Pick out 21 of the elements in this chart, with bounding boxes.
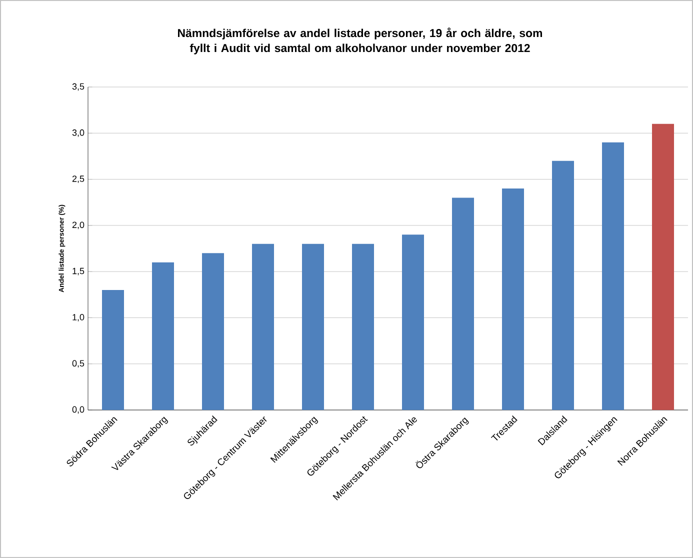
y-tick-label: 2,5 (72, 176, 84, 183)
y-tick-label: 0,5 (72, 360, 84, 368)
bar (602, 142, 624, 410)
y-tick-label: 1,0 (72, 314, 84, 322)
bar (652, 124, 674, 410)
bar (252, 244, 274, 410)
bar (452, 198, 474, 410)
bar (152, 262, 174, 410)
bar (502, 188, 524, 410)
y-tick-label: 2,0 (72, 222, 84, 230)
bar (552, 160, 574, 410)
y-tick-label: 0,0 (72, 406, 84, 414)
bar (202, 253, 224, 410)
bar (302, 244, 324, 410)
bar (102, 290, 124, 410)
y-tick-label: 3,0 (72, 129, 84, 137)
bar (352, 244, 374, 410)
bar (402, 234, 424, 410)
y-tick-label: 3,5 (72, 83, 84, 91)
chart-title: Nämndsjämförelse av andel listade personer, 19 år och äldre, som fyllt i Audit vid samtal om alkoholvanor under november 2012 (178, 28, 542, 54)
y-tick-label: 1,5 (72, 268, 84, 276)
